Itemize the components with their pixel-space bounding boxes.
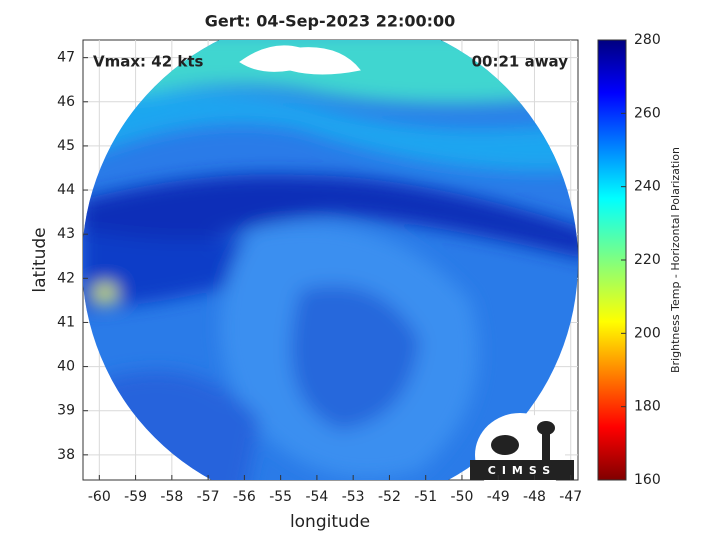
colorbar-tick-label: 160 (634, 472, 661, 488)
y-tick-label: 41 (57, 314, 75, 330)
y-tick-label: 44 (57, 182, 75, 198)
colorbar-tick-label: 220 (634, 252, 661, 268)
x-tick-label: -58 (160, 489, 183, 505)
annotation: Vmax: 42 kts (93, 53, 203, 71)
x-tick-label: -49 (487, 489, 510, 505)
y-tick-label: 42 (57, 270, 75, 286)
logo-text: CIMSS (488, 464, 556, 477)
colorbar-tick-label: 280 (634, 32, 661, 48)
x-axis-label: longitude (290, 512, 370, 532)
colorbar-tick-label: 200 (634, 325, 661, 341)
y-tick-label: 43 (57, 226, 75, 242)
x-tick-label: -53 (342, 489, 365, 505)
colorbar-tick-label: 240 (634, 179, 661, 195)
colorbar-label: Brightness Temp - Horizontal Polarizatio… (669, 147, 682, 373)
x-tick-label: -59 (124, 489, 147, 505)
y-tick-label: 46 (57, 94, 75, 110)
x-tick-label: -51 (414, 489, 437, 505)
y-tick-label: 39 (57, 403, 75, 419)
chart-title: Gert: 04-Sep-2023 22:00:00 (205, 12, 456, 31)
x-tick-label: -57 (197, 489, 220, 505)
x-tick-label: -56 (233, 489, 256, 505)
x-tick-label: -52 (378, 489, 401, 505)
y-axis-label: latitude (30, 227, 50, 292)
x-tick-label: -60 (88, 489, 111, 505)
colorbar-tick-label: 180 (634, 399, 661, 415)
x-tick-label: -47 (559, 489, 582, 505)
y-tick-label: 45 (57, 138, 75, 154)
x-tick-label: -48 (523, 489, 546, 505)
logo: CIMSS (470, 413, 574, 497)
colorbar-tick-label: 260 (634, 105, 661, 121)
annotation: 00:21 away (472, 53, 569, 71)
x-tick-label: -54 (305, 489, 328, 505)
x-tick-label: -50 (451, 489, 474, 505)
imagery (83, 40, 578, 480)
y-tick-label: 40 (57, 359, 75, 375)
x-tick-label: -55 (269, 489, 292, 505)
y-tick-label: 38 (57, 447, 75, 463)
y-tick-label: 47 (57, 50, 75, 66)
